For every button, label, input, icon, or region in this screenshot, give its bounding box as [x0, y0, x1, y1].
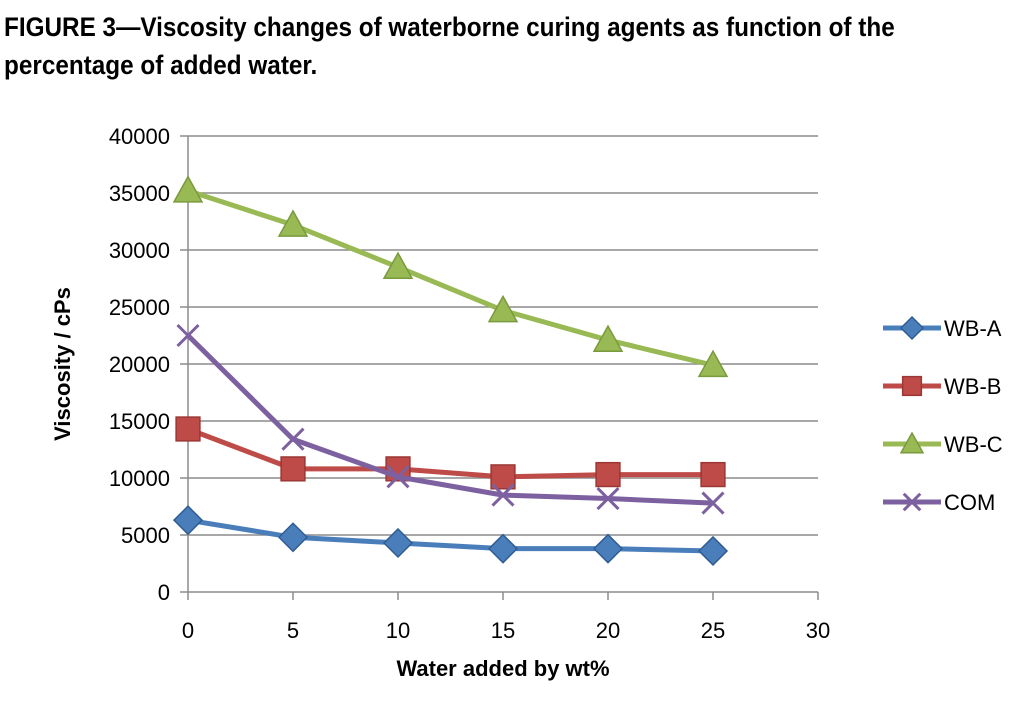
series-wb-a	[172, 505, 729, 567]
y-tick-label: 5000	[121, 523, 170, 548]
data-point-wb-a-2	[382, 527, 414, 559]
x-tick-labels: 0 5 10 15 20 25 30	[182, 618, 830, 643]
legend-label: WB-C	[944, 432, 1003, 457]
y-tick-labels: 0 5000 10000 15000 20000 25000 30000 35000 40000	[109, 124, 170, 605]
data-point-com-5	[701, 491, 725, 515]
series-wb-c	[172, 175, 729, 378]
y-tick-label: 20000	[109, 352, 170, 377]
data-point-com-4	[596, 486, 620, 511]
data-point-com-1	[281, 427, 305, 451]
legend-item-wb-a: WB-A	[883, 315, 1002, 341]
legend-marker-wb-b	[901, 375, 923, 397]
x-tick-label: 25	[701, 618, 725, 643]
y-tick-label: 10000	[109, 466, 170, 491]
data-point-wb-c-0	[172, 175, 204, 203]
data-point-wb-b-4	[595, 461, 621, 488]
x-tick-label: 15	[491, 618, 515, 643]
x-tick-label: 20	[596, 618, 620, 643]
data-point-wb-b-5	[700, 461, 726, 488]
legend-item-com: COM	[883, 490, 995, 515]
y-tick-label: 0	[158, 580, 170, 605]
data-point-wb-a-0	[172, 505, 204, 536]
data-point-com-0	[176, 323, 200, 348]
series-com	[176, 323, 725, 515]
legend-label: WB-B	[944, 374, 1001, 399]
x-tick-label: 10	[386, 618, 410, 643]
chart-title: FIGURE 3—Viscosity changes of waterborne…	[4, 12, 895, 80]
data-point-wb-c-3	[487, 294, 519, 323]
y-tick-label: 35000	[109, 181, 170, 206]
legend-marker-wb-c	[899, 431, 925, 454]
series-line-com	[186, 333, 714, 506]
y-tick-label: 40000	[109, 124, 170, 149]
x-tick-label: 0	[182, 618, 194, 643]
data-point-com-3	[491, 483, 515, 507]
data-point-wb-a-3	[487, 533, 519, 564]
data-point-wb-a-1	[277, 522, 309, 553]
data-point-wb-c-5	[697, 349, 729, 378]
data-point-wb-b-1	[280, 456, 306, 482]
data-point-com-2	[386, 465, 410, 489]
series-line-wb-a	[187, 517, 714, 554]
y-tick-label: 30000	[109, 238, 170, 263]
data-point-wb-b-3	[490, 464, 516, 490]
series-wb-b	[175, 416, 726, 490]
legend-label: WB-A	[944, 316, 1002, 341]
legend: WB-A WB-B WB-C COM	[883, 315, 1003, 515]
x-tick-label: 30	[806, 618, 830, 643]
series-group	[172, 175, 729, 567]
data-point-wb-b-0	[175, 416, 201, 442]
data-point-wb-a-5	[697, 535, 729, 567]
x-tick-label: 5	[287, 618, 299, 643]
legend-marker-com	[902, 492, 922, 512]
y-axis-label: Viscosity / cPs	[50, 287, 75, 441]
series-line-wb-c	[187, 188, 714, 368]
legend-item-wb-c: WB-C	[883, 431, 1003, 457]
x-axis-label: Water added by wt%	[396, 656, 609, 681]
y-tick-label: 25000	[109, 295, 170, 320]
data-point-wb-c-4	[592, 324, 624, 353]
y-tick-label: 15000	[109, 409, 170, 434]
data-point-wb-c-1	[277, 209, 309, 237]
legend-label: COM	[944, 490, 995, 515]
data-point-wb-c-2	[382, 251, 414, 280]
data-point-wb-a-4	[592, 533, 624, 564]
series-line-wb-b	[187, 426, 713, 480]
legend-marker-wb-a	[899, 315, 925, 341]
legend-item-wb-b: WB-B	[883, 374, 1001, 399]
